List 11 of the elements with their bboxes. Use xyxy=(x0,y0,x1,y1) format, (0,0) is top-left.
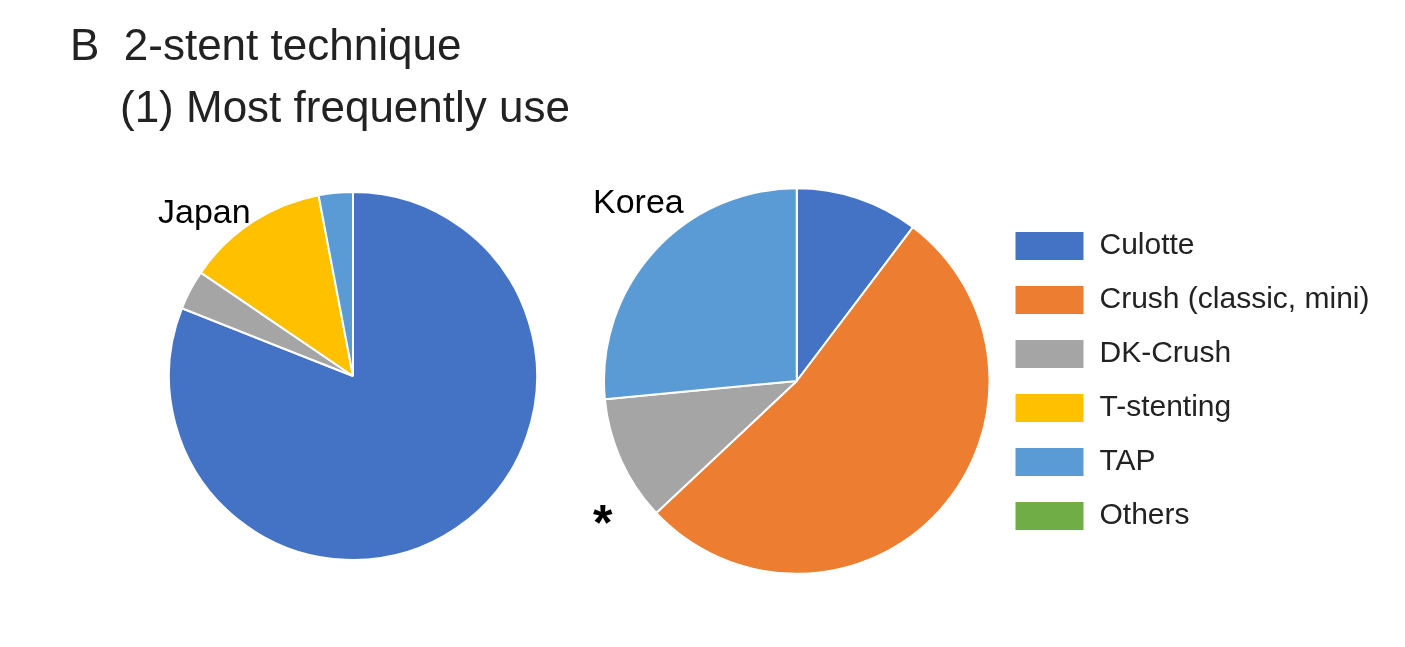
slice-label: Korea xyxy=(593,182,684,221)
legend-label: T-stenting xyxy=(1099,389,1232,423)
chart-subtitle: (1) Most frequently use xyxy=(120,82,570,132)
legend-label: Crush (classic, mini) xyxy=(1099,281,1370,315)
text: * xyxy=(593,494,613,551)
legend-label: TAP xyxy=(1099,443,1156,477)
legend-label: Culotte xyxy=(1099,227,1195,261)
legend-label: Others xyxy=(1099,497,1190,531)
slice-label: Japan xyxy=(158,192,251,231)
chart-title: B 2-stent technique xyxy=(70,20,462,70)
legend-label: DK-Crush xyxy=(1099,335,1232,369)
